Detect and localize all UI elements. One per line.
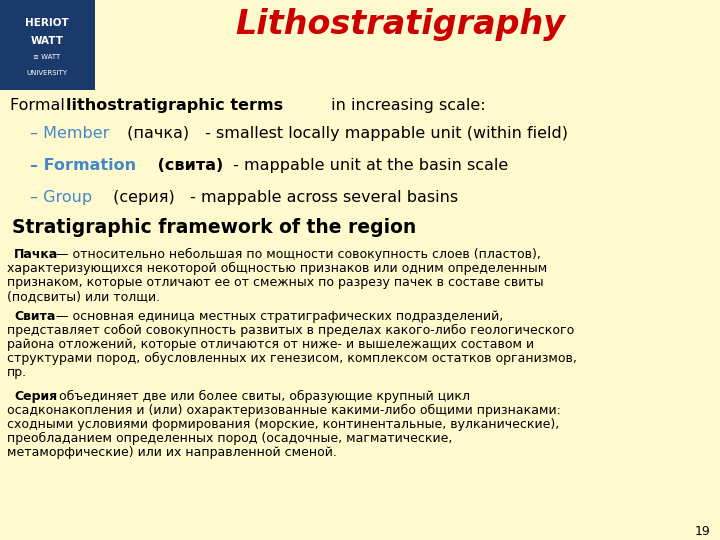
Text: представляет собой совокупность развитых в пределах какого-либо геологического: представляет собой совокупность развитых… — [7, 324, 575, 337]
Text: Серия: Серия — [14, 390, 57, 403]
Text: пр.: пр. — [7, 366, 27, 379]
Text: (пачка): (пачка) — [122, 126, 189, 141]
Text: - mappable across several basins: - mappable across several basins — [185, 190, 458, 205]
Text: (серия): (серия) — [108, 190, 175, 205]
Text: – Group: – Group — [30, 190, 92, 205]
Text: - smallest locally mappable unit (within field): - smallest locally mappable unit (within… — [200, 126, 568, 141]
Text: ≡ WATT: ≡ WATT — [33, 54, 60, 60]
Text: Свита: Свита — [14, 310, 55, 323]
Text: 19: 19 — [694, 525, 710, 538]
Text: признаком, которые отличают ее от смежных по разрезу пачек в составе свиты: признаком, которые отличают ее от смежны… — [7, 276, 544, 289]
Text: lithostratigraphic terms: lithostratigraphic terms — [66, 98, 283, 113]
Text: WATT: WATT — [30, 36, 63, 46]
Text: — относительно небольшая по мощности совокупность слоев (пластов),: — относительно небольшая по мощности сов… — [52, 248, 541, 261]
Text: характеризующихся некоторой общностью признаков или одним определенным: характеризующихся некоторой общностью пр… — [7, 262, 547, 275]
Text: преобладанием определенных пород (осадочные, магматические,: преобладанием определенных пород (осадоч… — [7, 432, 452, 445]
Text: района отложений, которые отличаются от ниже- и вышележащих составом и: района отложений, которые отличаются от … — [7, 338, 534, 351]
Bar — [0, 0, 95, 90]
Text: (свита): (свита) — [152, 158, 223, 173]
Text: in increasing scale:: in increasing scale: — [326, 98, 485, 113]
Text: объединяет две или более свиты, образующие крупный цикл: объединяет две или более свиты, образующ… — [55, 390, 470, 403]
Text: — основная единица местных стратиграфических подразделений,: — основная единица местных стратиграфиче… — [52, 310, 503, 323]
Text: осадконакопления и (или) охарактеризованные какими-либо общими признаками:: осадконакопления и (или) охарактеризован… — [7, 404, 561, 417]
Text: Stratigraphic framework of the region: Stratigraphic framework of the region — [12, 218, 416, 237]
Text: структурами пород, обусловленных их генезисом, комплексом остатков организмов,: структурами пород, обусловленных их гене… — [7, 352, 577, 365]
Text: HERIOT: HERIOT — [25, 18, 69, 28]
Text: - mappable unit at the basin scale: - mappable unit at the basin scale — [228, 158, 508, 173]
Text: – Formation: – Formation — [30, 158, 136, 173]
Text: Пачка: Пачка — [14, 248, 58, 261]
Text: Formal: Formal — [10, 98, 70, 113]
Text: метаморфические) или их направленной сменой.: метаморфические) или их направленной сме… — [7, 446, 337, 459]
Text: UNIVERSITY: UNIVERSITY — [27, 70, 68, 76]
Text: сходными условиями формирования (морские, континентальные, вулканические),: сходными условиями формирования (морские… — [7, 418, 559, 431]
Text: Lithostratigraphy: Lithostratigraphy — [235, 8, 565, 41]
Text: – Member: – Member — [30, 126, 109, 141]
Text: (подсвиты) или толщи.: (подсвиты) или толщи. — [7, 290, 160, 303]
